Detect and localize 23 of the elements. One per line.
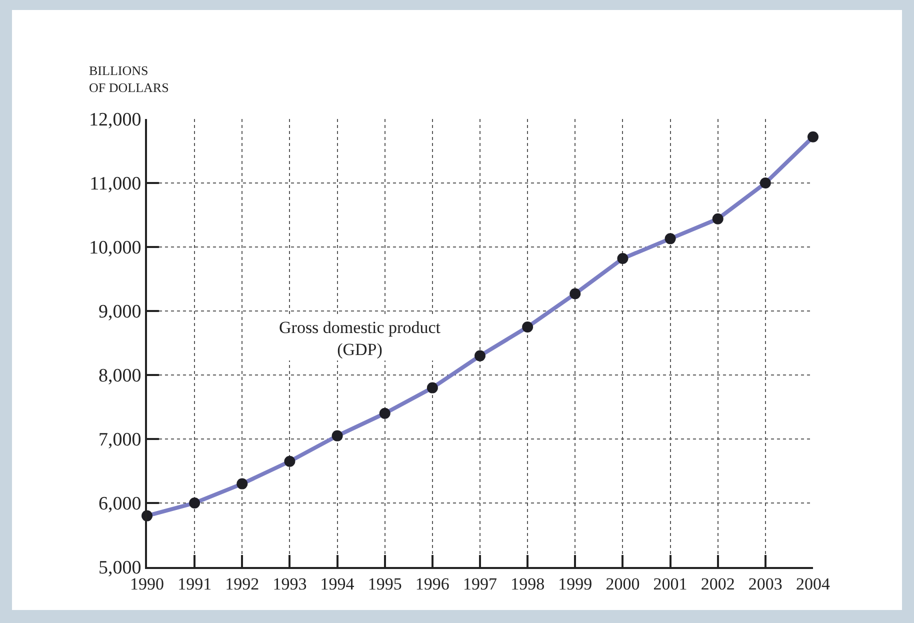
y-tick-label: 8,000 xyxy=(98,366,142,387)
x-tick-label: 2004 xyxy=(796,574,830,594)
x-tick-label: 1996 xyxy=(415,574,450,594)
x-tick-label: 1995 xyxy=(368,574,402,594)
y-axis-title: BILLIONS OF DOLLARS xyxy=(89,63,169,95)
x-tick-label: 2003 xyxy=(748,574,782,594)
x-tick-label: 2002 xyxy=(700,574,735,594)
x-tick-label: 2000 xyxy=(606,574,640,594)
x-tick-label: 1991 xyxy=(178,574,212,594)
x-tick-label: 1997 xyxy=(463,574,498,594)
x-tick-label: 1998 xyxy=(510,574,545,594)
x-tick-label: 1993 xyxy=(272,574,307,594)
y-tick-label: 11,000 xyxy=(90,174,142,195)
annotation: Gross domestic product (GDP) xyxy=(279,318,441,360)
x-tick-label: 1994 xyxy=(320,574,355,594)
x-tick-label: 1999 xyxy=(558,574,592,594)
y-tick-label: 10,000 xyxy=(88,238,142,259)
x-tick-label: 1992 xyxy=(225,574,260,594)
y-tick-label: 9,000 xyxy=(98,302,142,323)
y-tick-label: 12,000 xyxy=(88,110,142,131)
x-tick-label: 2001 xyxy=(653,574,688,594)
y-tick-label: 6,000 xyxy=(98,494,142,515)
y-tick-label: 7,000 xyxy=(98,430,142,451)
